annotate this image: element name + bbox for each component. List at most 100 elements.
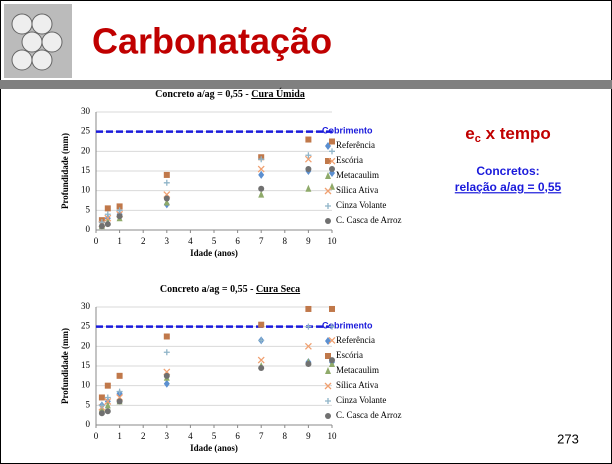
y-tick-label: 30 bbox=[81, 301, 91, 311]
y-axis-title: Profundidade (mm) bbox=[60, 328, 70, 404]
point bbox=[305, 184, 312, 192]
x-tick-label: 2 bbox=[141, 431, 146, 441]
y-tick-label: 15 bbox=[81, 165, 91, 175]
x-tick-label: 1 bbox=[117, 431, 122, 441]
chart-title-underlined: Cura Úmida bbox=[251, 88, 305, 100]
chart-title: Concreto a/ag = 0,55 - Cura Úmida bbox=[155, 88, 305, 100]
y-tick-label: 20 bbox=[81, 340, 91, 350]
x-axis-title: Idade (anos) bbox=[190, 443, 238, 453]
point bbox=[258, 170, 265, 179]
x-tick-label: 9 bbox=[306, 431, 311, 441]
point bbox=[305, 361, 312, 368]
x-tick-label: 6 bbox=[235, 431, 240, 441]
x-tick-label: 10 bbox=[328, 236, 338, 246]
x-tick-label: 3 bbox=[165, 431, 170, 441]
point bbox=[98, 223, 105, 230]
point bbox=[329, 138, 335, 145]
x-tick-label: 1 bbox=[117, 236, 122, 246]
point bbox=[258, 156, 265, 163]
heading-rest: x tempo bbox=[481, 124, 551, 143]
point bbox=[163, 333, 170, 340]
heading: ec x tempo bbox=[465, 124, 551, 144]
point bbox=[98, 410, 105, 417]
point bbox=[305, 323, 312, 330]
point bbox=[305, 166, 312, 173]
point bbox=[116, 388, 123, 395]
point bbox=[329, 323, 335, 330]
legend-label: Sílica Ativa bbox=[336, 380, 378, 390]
x-tick-label: 8 bbox=[283, 236, 288, 246]
point bbox=[305, 305, 312, 312]
point bbox=[116, 398, 123, 405]
legend-marker bbox=[325, 413, 331, 419]
legend-marker bbox=[325, 398, 331, 404]
point bbox=[104, 221, 111, 228]
page-number: 273 bbox=[557, 431, 579, 446]
point bbox=[304, 155, 312, 163]
x-tick-label: 4 bbox=[188, 431, 193, 441]
point bbox=[104, 205, 111, 212]
legend-label: Escória bbox=[336, 350, 363, 360]
point bbox=[98, 402, 105, 409]
legend-label: Referência bbox=[336, 335, 375, 345]
y-tick-label: 5 bbox=[86, 399, 91, 409]
point bbox=[328, 336, 336, 344]
y-tick-label: 10 bbox=[81, 380, 91, 390]
point bbox=[104, 394, 111, 401]
legend-marker bbox=[325, 353, 331, 359]
point bbox=[329, 360, 335, 368]
legend-marker bbox=[325, 218, 331, 224]
legend-label: Metacaulim bbox=[336, 170, 379, 180]
x-tick-label: 8 bbox=[283, 431, 288, 441]
header-bar bbox=[0, 80, 612, 89]
slide-title: Carbonatação bbox=[92, 21, 332, 62]
point bbox=[163, 179, 170, 186]
heading-main: e bbox=[465, 124, 474, 143]
x-axis-title: Idade (anos) bbox=[190, 248, 238, 258]
point bbox=[163, 379, 170, 388]
chart-title-main: Concreto a/ag = 0,55 - bbox=[155, 89, 251, 100]
legend-label: Cinza Volante bbox=[336, 200, 386, 210]
y-tick-label: 20 bbox=[81, 145, 91, 155]
point bbox=[163, 195, 170, 202]
point bbox=[98, 405, 105, 413]
legend-marker bbox=[325, 172, 331, 179]
point bbox=[104, 408, 111, 415]
point bbox=[258, 364, 265, 371]
x-tick-label: 6 bbox=[235, 236, 240, 246]
point bbox=[104, 214, 112, 222]
point bbox=[104, 211, 111, 218]
y-tick-label: 0 bbox=[86, 419, 91, 429]
point bbox=[305, 136, 312, 143]
point bbox=[329, 148, 335, 155]
y-tick-label: 5 bbox=[86, 204, 91, 214]
y-tick-label: 0 bbox=[86, 224, 91, 234]
x-tick-label: 2 bbox=[141, 236, 146, 246]
point bbox=[258, 337, 265, 344]
chart-title-main: Concreto a/ag = 0,55 - bbox=[160, 284, 256, 295]
y-axis-title: Profundidade (mm) bbox=[60, 133, 70, 209]
legend-label: Referência bbox=[336, 140, 375, 150]
point bbox=[304, 342, 312, 350]
point bbox=[104, 397, 112, 405]
y-tick-label: 30 bbox=[81, 106, 91, 116]
point bbox=[258, 321, 265, 328]
point bbox=[257, 165, 265, 173]
legend-marker bbox=[325, 158, 331, 164]
x-tick-label: 7 bbox=[259, 236, 264, 246]
x-tick-label: 7 bbox=[259, 431, 264, 441]
point bbox=[104, 382, 111, 389]
point bbox=[163, 349, 170, 356]
point bbox=[258, 190, 265, 198]
point bbox=[116, 213, 123, 220]
x-tick-label: 10 bbox=[328, 431, 338, 441]
legend-label: Cinza Volante bbox=[336, 395, 386, 405]
y-tick-label: 25 bbox=[81, 321, 91, 331]
logo bbox=[4, 4, 72, 78]
legend-marker bbox=[325, 203, 331, 209]
x-tick-label: 9 bbox=[306, 236, 311, 246]
legend-marker bbox=[325, 367, 331, 374]
point bbox=[98, 394, 105, 401]
